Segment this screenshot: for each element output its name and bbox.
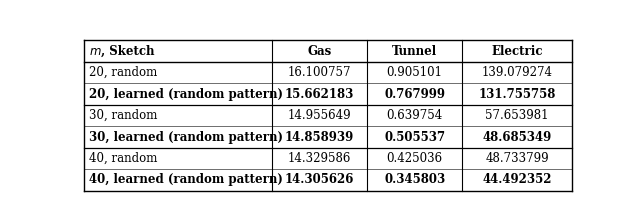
Text: Tunnel: Tunnel [392,45,437,57]
Text: Electric: Electric [492,45,543,57]
Text: , Sketch: , Sketch [101,45,154,57]
Text: 40, random: 40, random [89,152,157,165]
Text: 0.425036: 0.425036 [387,152,443,165]
Text: 30, random: 30, random [89,109,157,122]
Text: 14.329586: 14.329586 [288,152,351,165]
Text: $m$: $m$ [89,45,102,57]
Text: 0.639754: 0.639754 [387,109,443,122]
Text: 48.685349: 48.685349 [483,131,552,143]
Text: 48.733799: 48.733799 [485,152,549,165]
Text: 20, learned (random pattern): 20, learned (random pattern) [89,87,283,101]
Text: 139.079274: 139.079274 [482,66,552,79]
Text: 0.345803: 0.345803 [384,174,445,186]
Text: 14.955649: 14.955649 [287,109,351,122]
Text: 44.492352: 44.492352 [483,174,552,186]
Text: 57.653981: 57.653981 [485,109,549,122]
Text: 16.100757: 16.100757 [288,66,351,79]
Text: Gas: Gas [307,45,332,57]
Text: 15.662183: 15.662183 [285,87,354,101]
Text: 131.755758: 131.755758 [479,87,556,101]
Text: 0.505537: 0.505537 [384,131,445,143]
Text: 0.905101: 0.905101 [387,66,443,79]
Text: 30, learned (random pattern): 30, learned (random pattern) [89,131,283,143]
Text: 0.767999: 0.767999 [384,87,445,101]
Text: 40, learned (random pattern): 40, learned (random pattern) [89,174,283,186]
Text: 20, random: 20, random [89,66,157,79]
Text: 14.858939: 14.858939 [285,131,354,143]
Text: 14.305626: 14.305626 [285,174,354,186]
